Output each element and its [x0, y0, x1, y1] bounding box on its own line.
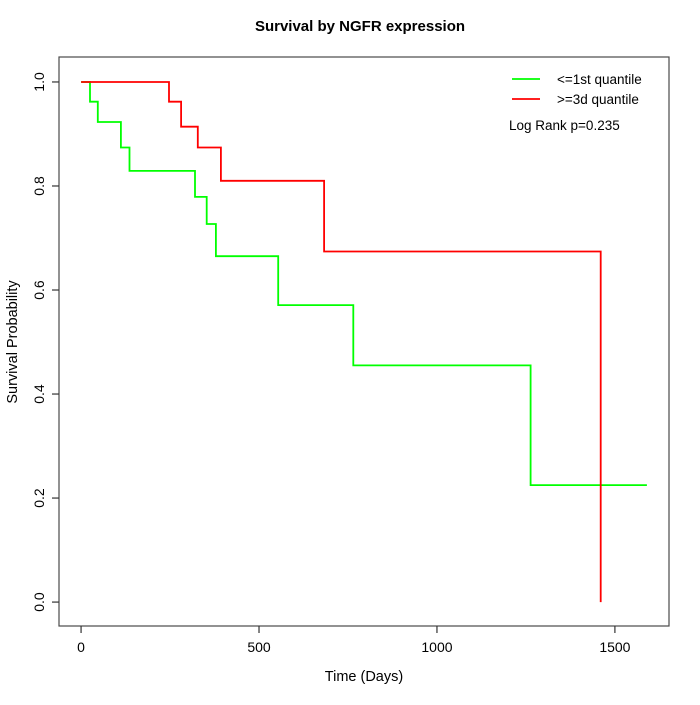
x-tick-label: 1000 [421, 639, 452, 655]
survival-curve-red [81, 81, 602, 603]
x-tick-label: 0 [77, 639, 85, 655]
log-rank-annotation: Log Rank p=0.235 [509, 118, 620, 133]
survival-curves [81, 81, 647, 603]
y-tick-label: 0.8 [31, 176, 47, 196]
x-tick-label: 1500 [599, 639, 630, 655]
x-axis-label: Time (Days) [325, 669, 403, 685]
y-tick-label: 0.4 [31, 384, 47, 404]
y-tick-label: 1.0 [31, 72, 47, 92]
y-tick-label: 0.2 [31, 488, 47, 508]
x-axis-ticks: 0 500 1000 1500 [77, 626, 631, 655]
y-axis-label: Survival Probability [5, 280, 21, 404]
x-tick-label: 500 [247, 639, 271, 655]
legend-label-3d-quantile: >=3d quantile [557, 92, 639, 107]
plot-title: Survival by NGFR expression [255, 18, 465, 35]
plot-border [58, 56, 670, 627]
legend-label-1st-quantile: <=1st quantile [557, 72, 642, 87]
survival-curve-green [81, 81, 647, 486]
y-tick-label: 0.6 [31, 280, 47, 300]
y-axis-ticks: 0.0 0.2 0.4 0.6 0.8 1.0 [31, 72, 59, 612]
y-tick-label: 0.0 [31, 592, 47, 612]
legend: <=1st quantile >=3d quantile Log Rank p=… [509, 72, 642, 133]
